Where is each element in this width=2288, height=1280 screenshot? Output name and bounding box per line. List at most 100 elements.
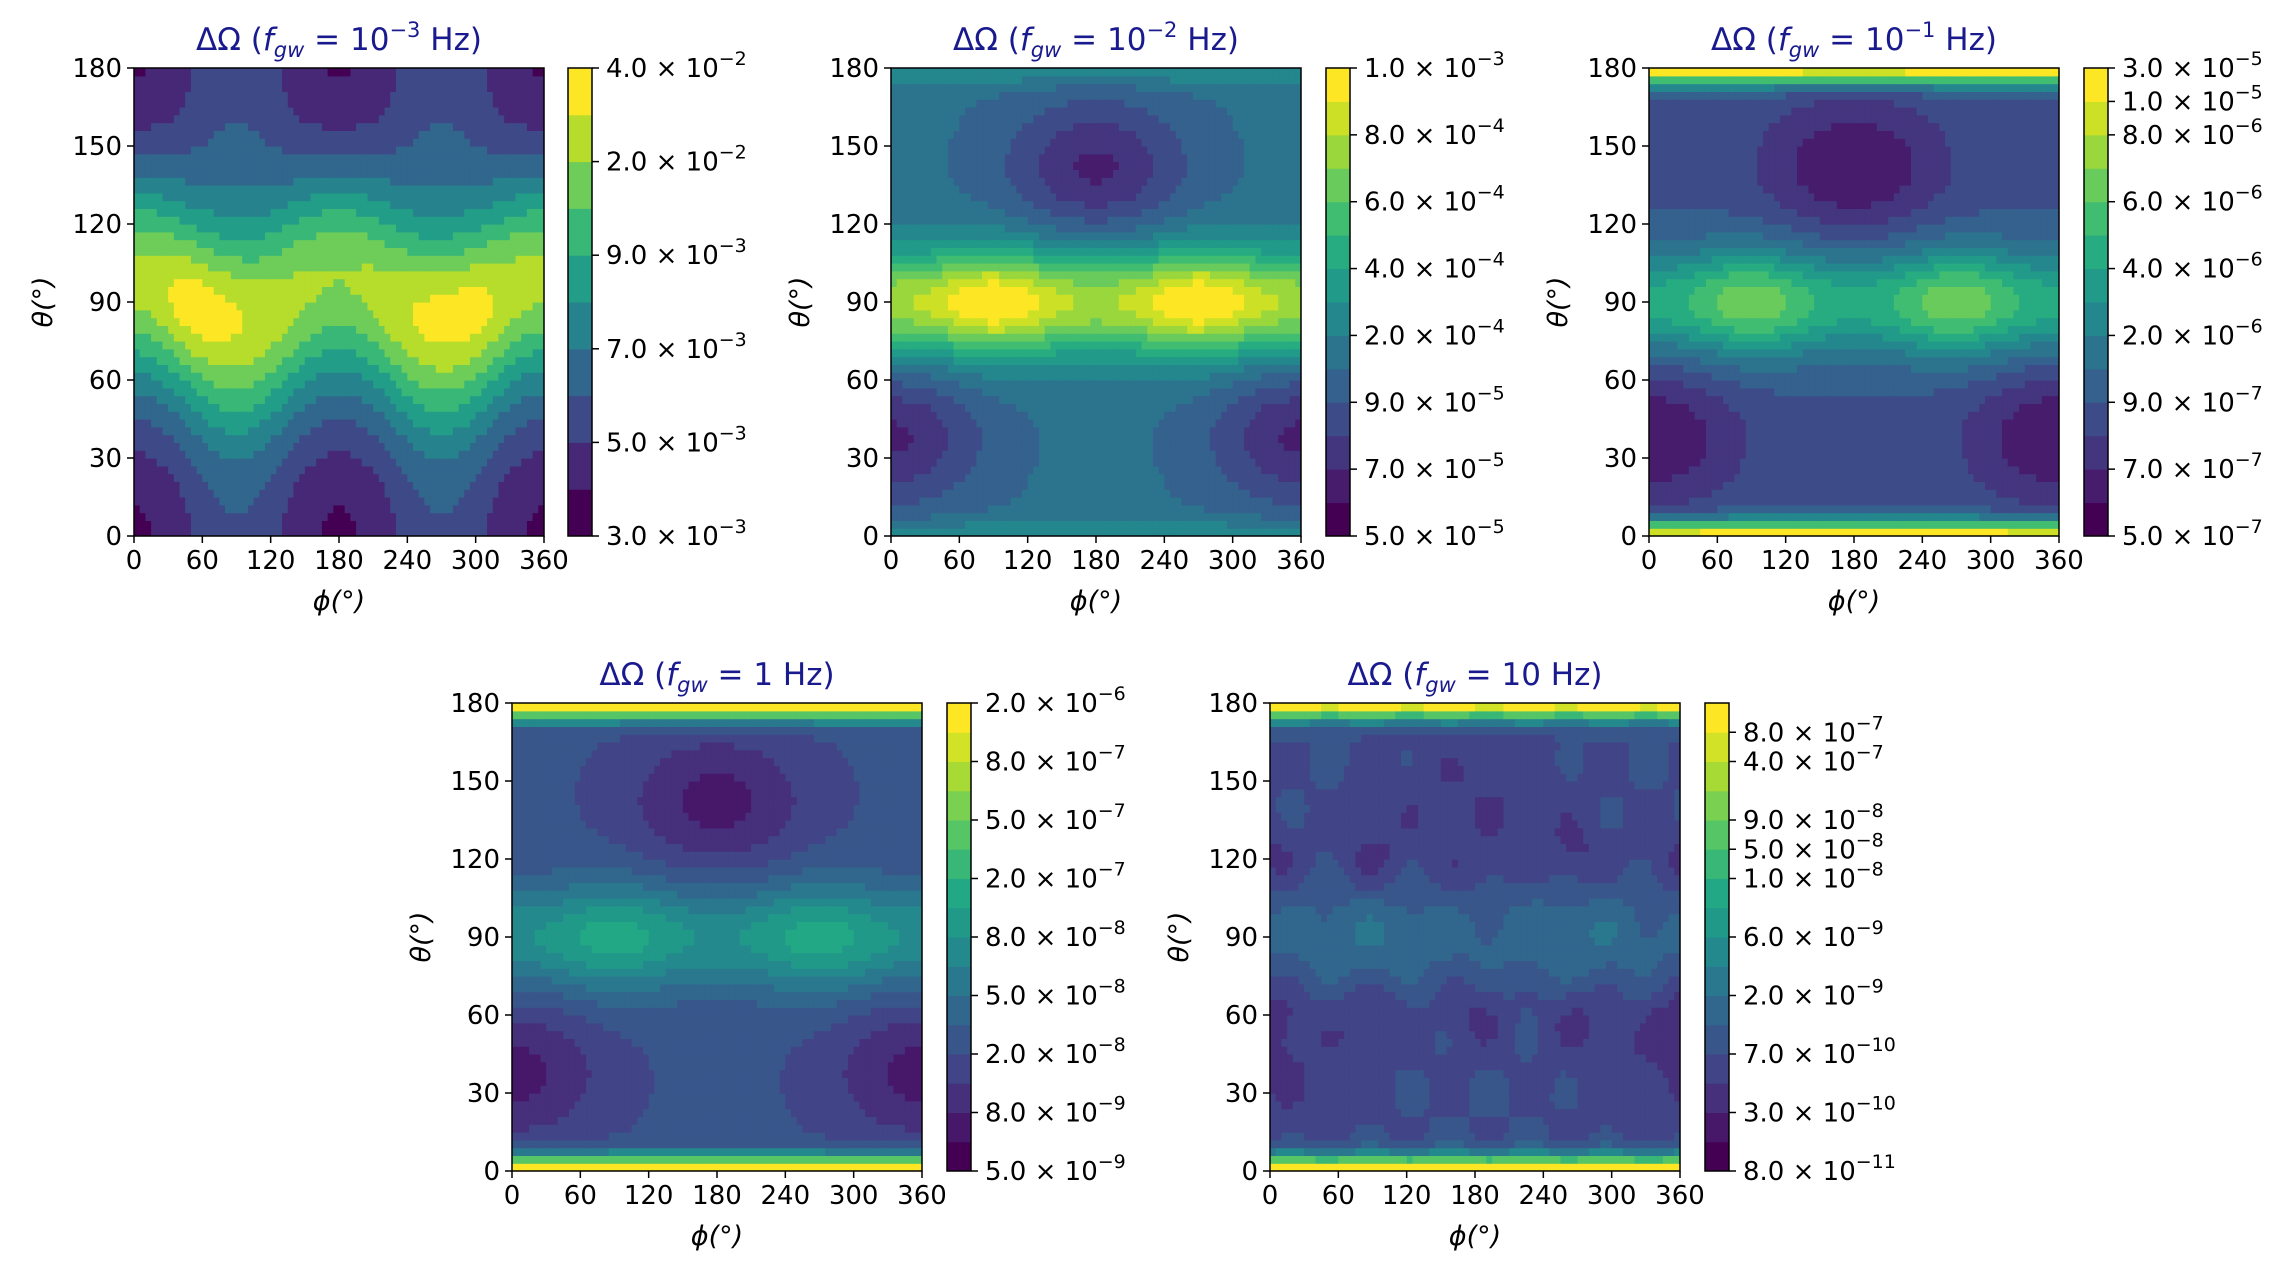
heat-cell (242, 286, 249, 295)
heat-cell (339, 91, 346, 100)
heat-cell (430, 286, 437, 295)
heat-cell (151, 138, 158, 147)
heat-cell (487, 419, 494, 428)
heat-cell (413, 231, 420, 241)
heat-cell (270, 473, 277, 482)
heat-cell (202, 341, 209, 350)
heat-cell (316, 231, 323, 241)
heat-cell (213, 263, 221, 272)
heat-cell (287, 255, 295, 264)
heat-cell (236, 372, 243, 381)
heat-cell (339, 286, 346, 295)
heat-cell (401, 411, 408, 420)
heat-cell (276, 489, 283, 498)
heat-cell (430, 114, 437, 124)
heat-cell (896, 239, 903, 248)
heat-cell (390, 68, 397, 77)
heat-cell (276, 333, 283, 342)
heat-cell (253, 317, 260, 326)
heat-cell (156, 387, 164, 397)
heat-cell (367, 185, 374, 194)
heat-cell (908, 341, 915, 350)
heat-cell (384, 403, 391, 412)
heat-cell (339, 224, 346, 233)
heat-cell (401, 341, 408, 350)
heat-cell (902, 419, 909, 428)
heat-cell (145, 356, 152, 365)
heat-cell (475, 442, 482, 451)
heat-cell (458, 286, 465, 295)
heat-cell (151, 255, 158, 264)
heat-cell (299, 231, 306, 241)
heat-cell (902, 68, 909, 77)
heat-cell (287, 75, 295, 85)
heat-cell (259, 442, 266, 451)
heat-cell (538, 239, 544, 248)
heat-cell (896, 434, 903, 443)
heat-cell (418, 107, 426, 116)
heat-cell (441, 372, 448, 381)
heat-cell (936, 434, 943, 443)
heat-cell (908, 512, 915, 521)
heat-cell (350, 481, 357, 490)
heat-cell (208, 263, 215, 272)
heat-cell (151, 497, 158, 506)
heat-cell (430, 426, 437, 436)
heat-cell (356, 419, 363, 428)
heat-cell (242, 481, 249, 490)
heat-cell (430, 309, 437, 319)
heat-cell (913, 497, 921, 506)
heat-cell (156, 411, 164, 420)
heat-cell (162, 247, 169, 256)
heat-cell (925, 177, 932, 186)
heat-cell (134, 309, 141, 319)
heat-cell (361, 216, 369, 225)
heat-cell (179, 497, 186, 506)
heat-cell (913, 481, 921, 490)
heat-cell (373, 512, 380, 521)
heat-cell (384, 520, 391, 529)
heat-cell (225, 255, 232, 264)
heat-cell (276, 364, 283, 373)
heat-cell (452, 263, 460, 272)
heat-cell (936, 75, 943, 85)
heat-cell (936, 317, 943, 326)
heat-cell (310, 403, 317, 412)
heat-cell (367, 200, 374, 209)
heat-cell (264, 161, 272, 170)
heat-cell (304, 450, 312, 459)
heat-cell (492, 216, 500, 225)
heat-cell (253, 380, 260, 389)
heat-cell (196, 356, 203, 365)
heat-cell (509, 177, 517, 186)
heat-cell (447, 317, 454, 326)
heat-cell (930, 333, 938, 342)
heat-cell (139, 83, 146, 92)
heat-cell (526, 411, 534, 420)
heat-cell (179, 489, 186, 498)
heat-cell (202, 434, 209, 443)
heat-cell (441, 231, 448, 241)
heat-cell (942, 263, 949, 272)
heat-cell (492, 504, 500, 514)
heat-cell (441, 497, 448, 506)
heat-cell (515, 263, 522, 272)
heat-cell (219, 473, 226, 482)
heat-cell (413, 364, 420, 373)
heat-cell (373, 504, 380, 514)
heat-cell (185, 68, 192, 77)
heat-cell (236, 224, 243, 233)
heat-cell (492, 528, 500, 536)
heat-cell (902, 434, 909, 443)
heat-cell (435, 208, 443, 217)
heat-cell (190, 403, 198, 412)
heat-cell (327, 286, 334, 295)
heat-cell (179, 153, 186, 163)
heat-cell (942, 489, 949, 498)
heat-cell (282, 239, 289, 248)
heat-cell (134, 270, 141, 280)
heat-cell (407, 497, 414, 506)
heat-cell (424, 185, 431, 194)
heat-cell (407, 426, 414, 436)
heat-cell (259, 270, 266, 280)
